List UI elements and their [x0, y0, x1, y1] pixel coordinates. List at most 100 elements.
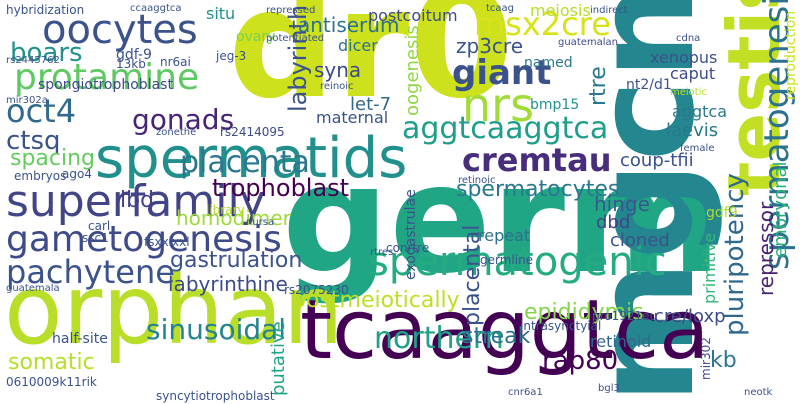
word-spermatogenic: spermatogenic	[368, 239, 667, 285]
word-orphan: orphan	[4, 254, 344, 366]
word-lbd: lbd	[120, 188, 155, 213]
word-mir302: mir302	[699, 337, 713, 380]
word-placenta: placenta	[180, 145, 310, 180]
word-sinusoidal: sinusoidal	[146, 313, 287, 346]
word-mir302a: mir302a	[6, 95, 48, 106]
word-dbd: dbd	[596, 212, 631, 233]
word-spermatocytes: spermatocytes	[456, 177, 620, 202]
word-ago4: ago4	[62, 167, 92, 181]
word-exogastrulae: exogastrulae	[403, 189, 419, 280]
word-giant: giant	[452, 53, 552, 93]
word-msx2cre: msx2cre	[474, 5, 611, 43]
word-somatic: somatic	[8, 350, 95, 375]
word-ctsq: ctsq	[6, 126, 61, 156]
word-putative: putative	[268, 321, 289, 396]
word-postcoitum: postcoitum	[368, 6, 458, 25]
word-oocytes: oocytes	[42, 7, 198, 53]
word-embryos: embryos	[14, 169, 67, 183]
word-situ: situ	[206, 4, 236, 23]
word-tcaag: tcaag	[486, 3, 515, 14]
word-streak: streak	[462, 324, 531, 349]
word-hinge: hinge	[594, 192, 650, 216]
word-gdf9: gdf9	[706, 205, 738, 221]
word-maternal: maternal	[316, 108, 389, 127]
word-ssc1: ssc1	[82, 231, 109, 245]
word-pachytene: pachytene	[6, 253, 175, 291]
word-rtre: rtre	[586, 66, 611, 106]
word-guatemalan: guatemalan	[558, 37, 618, 48]
word-oogenesis: oogenesis	[402, 25, 423, 116]
word-nr6ai: nr6ai	[160, 55, 191, 69]
word-zonethe: zonethe	[156, 127, 197, 138]
word-nt2d1: nt2/d1	[626, 77, 672, 93]
word-homodimer: homodimer	[176, 206, 291, 230]
word-kb: kb	[710, 348, 737, 373]
word-protamine: protamine	[14, 57, 200, 98]
word-intrasynctyial: intrasynctyial	[520, 319, 602, 333]
word-rs2414095: rs2414095	[220, 125, 285, 139]
word-gametogenesis: gametogenesis	[6, 219, 282, 260]
word-meiosis: meiosis	[530, 1, 591, 20]
word-spacing: spacing	[10, 146, 96, 171]
word-trophoblast: trophoblast	[212, 174, 350, 202]
word-named: named	[524, 55, 573, 71]
word-syna: syna	[314, 58, 362, 82]
word-creloxp: cre/loxp	[654, 306, 726, 327]
word-cremtau: cremtau	[462, 141, 612, 179]
word-jeg-3: jeg-3	[216, 49, 247, 63]
word-gonads: gonads	[132, 103, 235, 136]
word-oct4: oct4	[6, 92, 77, 130]
word-embryonal: embryonal	[770, 161, 791, 258]
word-northern: northern	[374, 321, 504, 356]
word-indirect: indirect	[590, 5, 628, 16]
word-neotk: neotk	[744, 387, 773, 398]
word-hybridization: hybridization	[6, 3, 85, 17]
word-postmeiotically: postmeiotically	[292, 288, 460, 313]
word-xenopus: xenopus	[650, 48, 718, 67]
word-retinoid: retinoid	[590, 332, 652, 351]
word-13kb: 13kb	[116, 57, 146, 71]
word-conrtre: conrtre	[386, 241, 430, 255]
word-potentiated: potentiated	[266, 33, 325, 44]
word-repressed: repressed	[266, 5, 316, 16]
word-pro1921eu: pro1921eu	[592, 309, 658, 323]
word-boars: boars	[10, 38, 83, 68]
word-0610009k11rik: 0610009k11rik	[6, 375, 97, 389]
word-labyrinthine: labyrinthine	[168, 272, 288, 296]
word-cloned: cloned	[610, 230, 670, 251]
word-germline: germline	[480, 253, 534, 267]
word-reproduction: reproduction	[783, 10, 799, 100]
word-bgl3: bgl3	[598, 383, 620, 394]
word-let-7: let-7	[350, 94, 392, 115]
word-bmp15: bmp15	[530, 97, 580, 113]
word-repeat: repeat	[478, 226, 531, 245]
word-fsxxlxxl: fsxxlxxl	[144, 235, 190, 249]
word-tcaaggtca: tcaaggtca	[300, 283, 710, 378]
word-cnr6a1: cnr6a1	[508, 387, 543, 398]
word-retinoic: retinoic	[458, 175, 496, 186]
word-pluripotency: pluripotency	[720, 173, 750, 336]
word-reinoic: reinoic	[320, 81, 354, 92]
word-epididymis: epididymis	[524, 300, 644, 325]
word-rs2075230: rs2075230	[284, 283, 349, 297]
word-half-site: half-site	[52, 331, 108, 347]
word-antiserum: antiserum	[298, 13, 400, 37]
word-syncytiotrophoblast: syncytiotrophoblast	[156, 389, 275, 403]
word-spermatids: spermatids	[95, 126, 408, 191]
word-aggtcaaggtca: aggtcaaggtca	[402, 111, 609, 146]
word-zp3cre: zp3cre	[456, 34, 524, 58]
word-nursa: nursa	[246, 217, 275, 228]
word-ccaaggtca: ccaaggtca	[130, 3, 182, 14]
word-rap80: rap80	[542, 346, 619, 376]
word-dicer: dicer	[338, 36, 378, 55]
word-cdna: cdna	[676, 33, 701, 44]
word-aggtca: aggtca	[672, 102, 727, 121]
word-spongiotrophoblast: spongiotrophoblast	[38, 77, 173, 93]
word-gdf-9: gdf-9	[116, 47, 152, 63]
word-rtres: rtres	[370, 247, 394, 258]
word-guatemala: guatemala	[6, 283, 60, 294]
word-dr0: dr0	[228, 0, 514, 132]
word-coup-tfii: coup-tfii	[620, 150, 694, 171]
word-caput: caput	[670, 64, 716, 83]
